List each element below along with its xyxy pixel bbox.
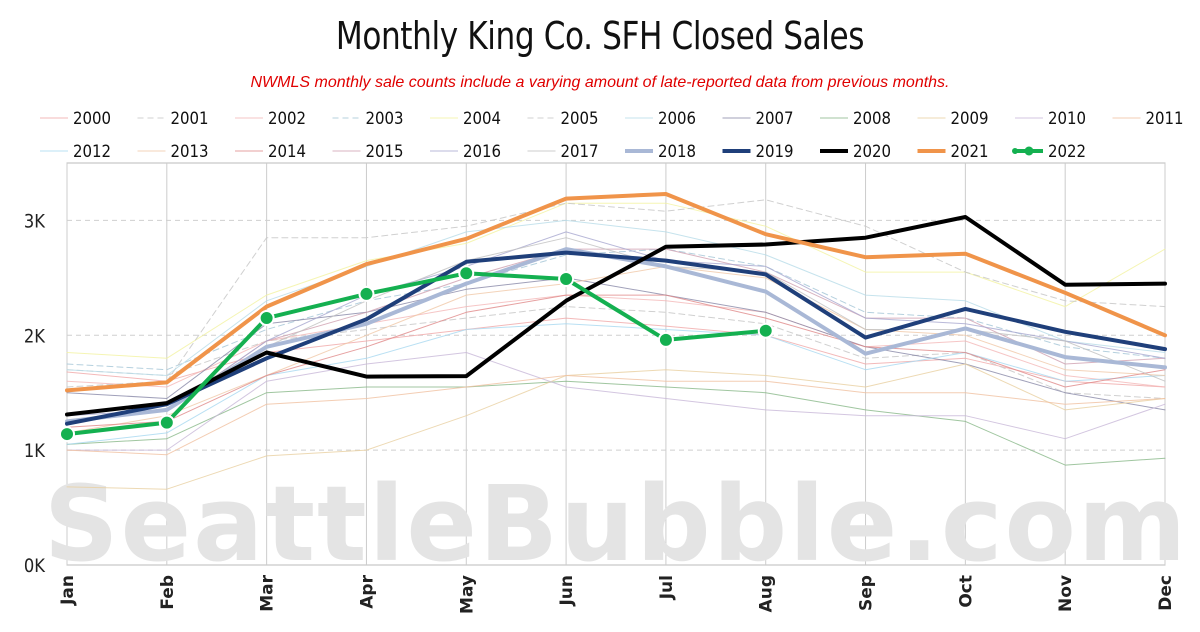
data-point-2022 (657, 331, 674, 348)
x-tick-label: Dec (1156, 575, 1176, 611)
series-line-2011 (66, 375, 1166, 456)
legend-item-2017: 2017 (527, 141, 599, 161)
legend-item-2006: 2006 (625, 108, 696, 128)
x-tick-label: Aug (757, 575, 777, 612)
data-point-2022 (458, 265, 475, 282)
series-line-2010 (66, 352, 1166, 451)
series-line-2009 (66, 363, 1166, 490)
legend-label: 2009 (951, 108, 989, 128)
series-line-2008 (66, 380, 1166, 466)
legend-item-2000: 2000 (40, 108, 111, 128)
y-tick-label: 3K (24, 211, 45, 232)
legend-label: 2003 (366, 108, 404, 128)
legend-label: 2000 (73, 108, 111, 128)
legend-label: 2011 (1146, 108, 1184, 128)
data-point-2022 (59, 426, 75, 443)
x-tick-label: Nov (1056, 575, 1076, 612)
data-point-2022 (558, 271, 575, 288)
series-line-2004 (66, 202, 1166, 359)
legend-item-2004: 2004 (430, 108, 501, 128)
legend-item-2022: 2022 (1012, 141, 1086, 161)
series-line-2019 (65, 250, 1167, 426)
legend-item-2010: 2010 (1015, 108, 1086, 128)
legend-item-2001: 2001 (137, 108, 209, 128)
legend-label: 2022 (1048, 141, 1086, 161)
legend-label: 2017 (561, 141, 599, 161)
legend-label: 2016 (463, 141, 501, 161)
legend-item-2019: 2019 (722, 141, 794, 161)
series-line-2022 (65, 271, 768, 437)
legend-label: 2007 (756, 108, 794, 128)
y-tick-label: 1K (24, 441, 45, 462)
legend-label: 2005 (561, 108, 599, 128)
series-line-2014 (66, 294, 1166, 428)
legend-label: 2010 (1048, 108, 1086, 128)
y-tick-label: 2K (24, 326, 45, 347)
watermark: SeattleBubble.com (44, 463, 1189, 585)
legend-label: 2008 (853, 108, 891, 128)
series-line-2006 (66, 219, 1166, 376)
legend-label: 2001 (171, 108, 209, 128)
y-tick-label: 0K (24, 556, 45, 577)
legend-label: 2006 (658, 108, 696, 128)
legend-item-2014: 2014 (235, 141, 306, 161)
legend-marker (1024, 146, 1034, 156)
x-tick-label: Jan (58, 575, 78, 606)
data-point-2022 (158, 414, 175, 431)
legend-item-2003: 2003 (332, 108, 404, 128)
legend-label: 2002 (268, 108, 306, 128)
legend-item-2016: 2016 (430, 141, 501, 161)
legend-label: 2012 (73, 141, 111, 161)
series-line-2021 (65, 192, 1167, 393)
legend-item-2005: 2005 (527, 108, 599, 128)
legend-item-2011: 2011 (1112, 108, 1184, 128)
series-line-2002 (66, 294, 1166, 388)
x-tick-label: Jul (657, 575, 677, 600)
legend-marker (1012, 148, 1018, 154)
x-tick-label: Jun (557, 575, 577, 607)
legend-label: 2018 (658, 141, 696, 161)
legend-item-2021: 2021 (917, 141, 989, 161)
legend-item-2015: 2015 (332, 141, 404, 161)
legend-label: 2014 (268, 141, 306, 161)
legend-label: 2004 (463, 108, 501, 128)
legend-item-2007: 2007 (722, 108, 794, 128)
data-point-2022 (258, 310, 275, 327)
series-line-2020 (65, 215, 1167, 417)
series-line-2012 (66, 323, 1166, 445)
legend-item-2020: 2020 (820, 141, 891, 161)
data-point-2022 (358, 285, 375, 302)
series-line-2001 (66, 306, 1166, 399)
x-tick-label: Apr (357, 574, 377, 608)
legend-label: 2015 (366, 141, 404, 161)
legend-item-2013: 2013 (137, 141, 209, 161)
legend-label: 2021 (951, 141, 989, 161)
series-line-2005 (66, 199, 1166, 388)
series-line-2016 (66, 231, 1166, 417)
legend-label: 2013 (171, 141, 209, 161)
legend-item-2012: 2012 (40, 141, 111, 161)
chart-title: Monthly King Co. SFH Closed Sales (335, 14, 865, 58)
data-point-2022 (757, 322, 774, 339)
legend-label: 2019 (756, 141, 794, 161)
legend-item-2008: 2008 (820, 108, 891, 128)
x-tick-label: Sep (857, 575, 877, 611)
x-tick-label: May (457, 575, 477, 614)
x-tick-label: Feb (158, 575, 178, 610)
legend-label: 2020 (853, 141, 891, 161)
legend-item-2018: 2018 (625, 141, 696, 161)
x-tick-label: Mar (258, 574, 278, 611)
x-tick-label: Oct (956, 575, 976, 608)
chart-subtitle: NWMLS monthly sale counts include a vary… (250, 74, 950, 91)
legend-item-2009: 2009 (917, 108, 989, 128)
legend-item-2002: 2002 (235, 108, 306, 128)
